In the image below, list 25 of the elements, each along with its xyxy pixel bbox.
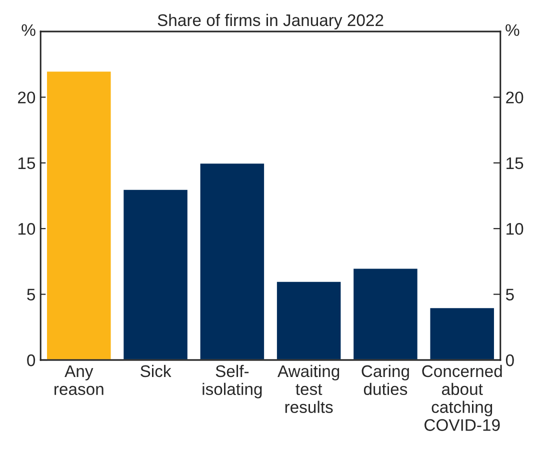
y-tick-label: 0: [27, 354, 36, 366]
y2-tick-label: 0: [506, 354, 514, 366]
y2-tick-label: 20: [506, 92, 524, 104]
y2-axis-title: %: [506, 24, 520, 36]
bar: [46, 70, 112, 360]
bar: [122, 188, 189, 360]
x-tick-label: Concerned about catching COVID-19: [422, 364, 502, 431]
y-tick-label: 15: [18, 157, 36, 170]
y-tick-label: 20: [18, 92, 36, 104]
x-tick-label: Awaiting test results: [278, 364, 340, 414]
bar: [428, 306, 496, 360]
chart-title: Share of firms in January 2022: [158, 14, 384, 30]
y-tick-label: 5: [27, 288, 36, 301]
y-axis-title: %: [22, 24, 36, 36]
x-tick-label: Sick: [140, 364, 172, 378]
x-tick-label: Self- isolating: [202, 364, 262, 398]
x-tick-label: Any reason: [54, 365, 104, 396]
y2-tick-label: 15: [506, 157, 524, 170]
y2-tick-label: 5: [506, 288, 514, 301]
x-tick-label: Caring duties: [362, 364, 409, 396]
bar: [198, 162, 266, 360]
bar: [352, 267, 419, 360]
y-tick-label: 10: [18, 223, 36, 235]
y2-tick-label: 10: [506, 223, 524, 235]
bar: [276, 280, 342, 360]
